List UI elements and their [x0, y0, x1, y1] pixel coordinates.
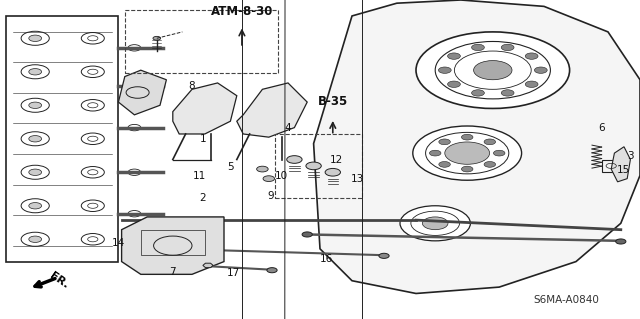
Polygon shape	[173, 83, 237, 134]
Circle shape	[501, 90, 514, 96]
Text: 8: 8	[189, 81, 195, 91]
Circle shape	[616, 239, 626, 244]
Text: 2: 2	[200, 193, 206, 204]
Circle shape	[29, 203, 42, 209]
Circle shape	[128, 211, 141, 217]
Circle shape	[29, 169, 42, 175]
Polygon shape	[118, 70, 166, 115]
Circle shape	[461, 134, 473, 140]
Text: 13: 13	[351, 174, 364, 184]
Circle shape	[439, 139, 451, 145]
Circle shape	[493, 150, 505, 156]
Circle shape	[416, 32, 570, 108]
Circle shape	[29, 69, 42, 75]
Text: 10: 10	[275, 171, 288, 181]
Text: 1: 1	[200, 134, 206, 144]
Bar	[125, 10, 278, 73]
Circle shape	[267, 268, 277, 273]
Circle shape	[447, 53, 460, 59]
Text: S6MA-A0840: S6MA-A0840	[534, 295, 599, 306]
Text: ATM-8-30: ATM-8-30	[211, 4, 273, 18]
Polygon shape	[122, 217, 224, 274]
Circle shape	[128, 83, 141, 89]
Text: 9: 9	[268, 191, 274, 201]
Text: 3: 3	[627, 151, 634, 161]
Circle shape	[525, 53, 538, 59]
Circle shape	[484, 161, 495, 167]
Circle shape	[447, 81, 460, 87]
Circle shape	[29, 236, 42, 242]
Circle shape	[287, 156, 302, 163]
Circle shape	[438, 67, 451, 73]
Circle shape	[461, 166, 473, 172]
Text: 12: 12	[330, 155, 343, 165]
Circle shape	[325, 168, 340, 176]
Text: 15: 15	[616, 165, 630, 175]
Circle shape	[413, 126, 522, 180]
Circle shape	[525, 81, 538, 87]
Circle shape	[263, 176, 275, 182]
Circle shape	[128, 169, 141, 175]
Circle shape	[29, 102, 42, 108]
Text: 14: 14	[112, 238, 125, 248]
Circle shape	[302, 232, 312, 237]
Circle shape	[439, 161, 451, 167]
Bar	[602, 160, 618, 172]
Polygon shape	[237, 83, 307, 137]
Circle shape	[429, 150, 441, 156]
Circle shape	[474, 61, 512, 80]
Bar	[275, 134, 362, 198]
Circle shape	[128, 124, 141, 131]
Text: B-35: B-35	[317, 95, 348, 108]
Text: 5: 5	[228, 161, 234, 172]
Text: 4: 4	[285, 122, 291, 133]
Circle shape	[29, 35, 42, 41]
Text: 16: 16	[320, 254, 333, 264]
Circle shape	[534, 67, 547, 73]
Text: 6: 6	[598, 122, 605, 133]
Circle shape	[422, 217, 448, 230]
Circle shape	[472, 44, 484, 51]
Circle shape	[400, 206, 470, 241]
Polygon shape	[203, 263, 213, 268]
Text: 17: 17	[227, 268, 240, 278]
Text: FR.: FR.	[48, 271, 70, 291]
Text: 11: 11	[193, 171, 206, 181]
Circle shape	[501, 44, 514, 51]
Bar	[6, 16, 118, 262]
Circle shape	[128, 45, 141, 51]
Text: 7: 7	[170, 267, 176, 277]
Polygon shape	[314, 0, 640, 293]
Circle shape	[306, 162, 321, 170]
Circle shape	[445, 142, 490, 164]
Circle shape	[472, 90, 484, 96]
Polygon shape	[611, 147, 630, 182]
Circle shape	[379, 253, 389, 258]
Circle shape	[29, 136, 42, 142]
Circle shape	[257, 166, 268, 172]
Circle shape	[484, 139, 495, 145]
Bar	[141, 230, 205, 255]
Circle shape	[153, 36, 161, 40]
